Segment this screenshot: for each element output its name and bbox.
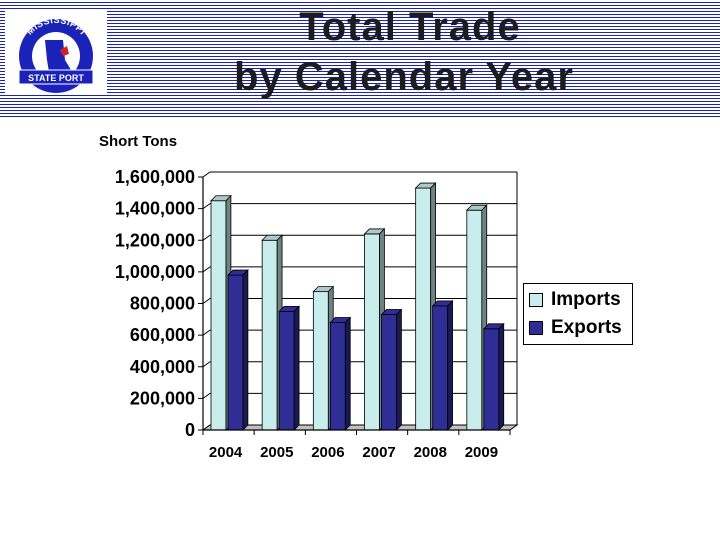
- bar-front: [364, 233, 380, 431]
- bar-side: [447, 299, 453, 431]
- logo-caption: STATE PORT: [28, 73, 84, 83]
- bar-front: [381, 314, 397, 431]
- bar-front: [432, 305, 449, 431]
- title-line-2: by Calendar Year: [234, 55, 574, 99]
- gridline-depth: [202, 266, 211, 273]
- bar-side: [396, 308, 402, 431]
- bar-front: [329, 322, 346, 431]
- port-logo-icon: MISSISSIPPI STATE PORT: [18, 15, 94, 93]
- y-tick-label: 1,000,000: [115, 262, 195, 282]
- y-tick-label: 1,600,000: [115, 167, 195, 187]
- legend-item-imports: Imports: [529, 289, 621, 311]
- x-tick-label: 2008: [414, 444, 447, 461]
- x-tick-label: 2009: [465, 444, 498, 461]
- gridline-depth: [202, 203, 211, 210]
- y-tick-label: 600,000: [130, 325, 195, 345]
- bar-front: [312, 291, 329, 431]
- bar-exports-2005: [278, 305, 301, 431]
- title-line-1: Total Trade: [299, 5, 521, 49]
- y-axis-title: Short Tons: [99, 133, 178, 150]
- axes: [198, 176, 511, 435]
- page-title: Total Trade by Calendar Year: [110, 2, 710, 102]
- bar-exports-2008: [431, 299, 454, 431]
- bar-front: [278, 311, 295, 431]
- legend-label-exports: Exports: [551, 317, 622, 338]
- bar-front: [415, 187, 432, 431]
- bar-front: [483, 328, 500, 431]
- legend-label-imports: Imports: [551, 289, 621, 310]
- logo: MISSISSIPPI STATE PORT: [5, 10, 107, 94]
- bar-exports-2004: [227, 269, 249, 431]
- bar-exports-2006: [329, 316, 352, 431]
- x-tick-label: 2004: [209, 444, 243, 461]
- gridline-depth: [202, 171, 211, 178]
- x-tick-label: 2006: [311, 444, 344, 461]
- gridline-depth: [202, 298, 211, 304]
- legend-item-exports: Exports: [529, 317, 622, 339]
- bar-side: [344, 316, 351, 431]
- bar-side: [242, 269, 249, 431]
- y-tick-label: 200,000: [130, 388, 195, 408]
- x-tick-label: 2005: [260, 444, 293, 461]
- y-tick-label: 800,000: [130, 294, 195, 314]
- gridline-depth: [202, 234, 211, 241]
- legend-swatch-imports: [529, 293, 543, 307]
- bar-front: [227, 274, 244, 431]
- bar-side: [498, 322, 505, 431]
- y-tick-label: 400,000: [130, 357, 195, 377]
- y-tick-label: 0: [185, 420, 195, 440]
- gridline-depth: [202, 361, 211, 368]
- bar-front: [210, 200, 227, 431]
- y-tick-label: 1,200,000: [115, 230, 195, 250]
- legend-swatch-exports: [529, 321, 543, 335]
- header-stripes: [0, 0, 720, 118]
- gridline-depth: [202, 329, 211, 336]
- gridline-depth: [202, 392, 211, 399]
- x-tick-labels: 2004 2005 2006 2007 2008 2009: [209, 444, 498, 461]
- bar-side: [293, 305, 300, 431]
- x-tick-label: 2007: [362, 444, 395, 461]
- legend: Imports Exports: [523, 283, 633, 345]
- bar-front: [466, 209, 483, 431]
- bar-front: [261, 239, 278, 431]
- y-tick-labels: 0 200,000 400,000 600,000 800,000 1,000,000 1,…: [115, 167, 195, 440]
- bar-exports-2009: [482, 322, 505, 431]
- bars: [210, 182, 505, 431]
- bar-exports-2007: [380, 308, 403, 431]
- y-tick-label: 1,400,000: [115, 199, 195, 219]
